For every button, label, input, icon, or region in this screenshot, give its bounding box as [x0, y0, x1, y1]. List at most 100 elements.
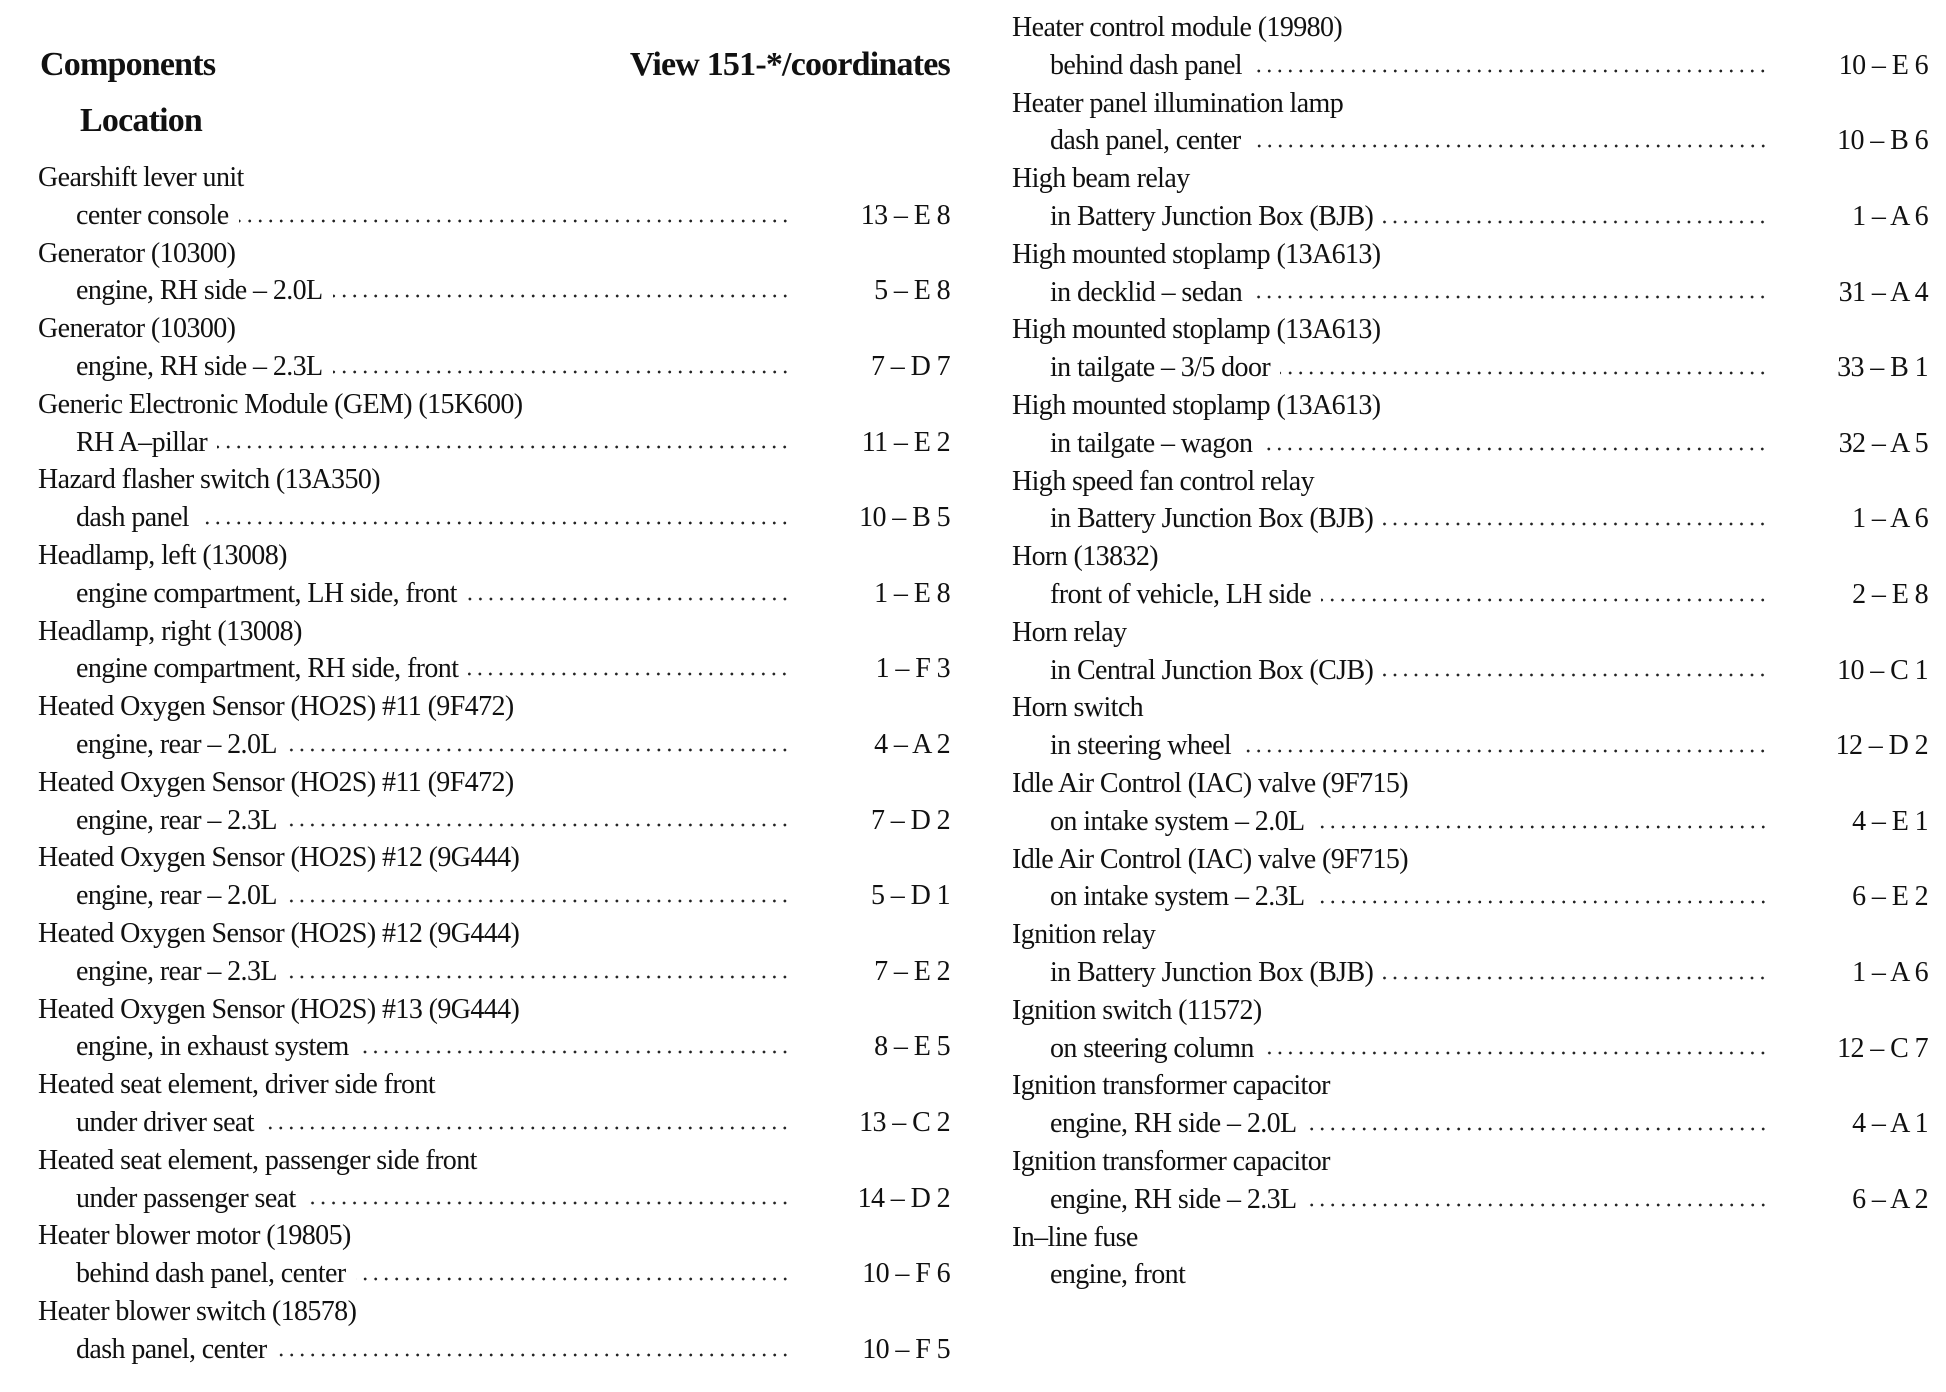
dot-leader — [332, 294, 790, 299]
component-entry: Heater control module (19980) behind dash… — [1012, 9, 1929, 85]
dot-leader — [1263, 1051, 1768, 1056]
component-entry: Idle Air Control (IAC) valve (9F715) on i… — [1012, 765, 1929, 841]
component-location: engine, rear – 2.0L — [76, 880, 277, 912]
view-coordinates: 7 – E 2 — [874, 955, 951, 987]
component-location: engine compartment, RH side, front — [76, 653, 459, 685]
component-entry: High mounted stoplamp (13A613) in decklid… — [1012, 236, 1929, 312]
component-location: engine, rear – 2.3L — [76, 955, 277, 987]
component-entry: Gearshift lever unit center console 13 – E… — [38, 159, 951, 235]
component-location-row: engine, front — [1012, 1256, 1928, 1294]
component-name: Generator (10300) — [38, 313, 236, 345]
component-location: in Battery Junction Box (BJB) — [1050, 503, 1374, 535]
view-coordinates: 11 – E 2 — [861, 426, 951, 458]
dot-leader — [263, 1125, 790, 1130]
component-location-row: under driver seat 13 – C 2 — [38, 1104, 951, 1142]
component-location-row: engine compartment, LH side, front 1 – E … — [38, 575, 951, 613]
view-coordinates: 10 – F 5 — [862, 1333, 950, 1365]
view-coordinates: 4 – A 1 — [1852, 1108, 1929, 1140]
component-location-row: on intake system – 2.0L 4 – E 1 — [1012, 803, 1929, 841]
dot-leader — [1251, 68, 1768, 73]
component-entry: Hazard flasher switch (13A350) dash panel… — [38, 461, 951, 537]
dot-leader — [286, 899, 790, 904]
component-location: engine, front — [1050, 1259, 1186, 1291]
component-location-row: behind dash panel 10 – E 6 — [1012, 47, 1929, 85]
component-location: in Central Junction Box (CJB) — [1050, 654, 1374, 686]
component-location: engine, RH side – 2.0L — [76, 275, 323, 307]
component-location-row: in steering wheel 12 – D 2 — [1012, 727, 1929, 765]
view-coordinates: 33 – B 1 — [1837, 352, 1928, 384]
dot-leader — [198, 521, 790, 526]
component-location-row: in Central Junction Box (CJB) 10 – C 1 — [1012, 652, 1929, 690]
view-coordinates: 10 – C 1 — [1837, 654, 1928, 686]
component-name: Heated Oxygen Sensor (HO2S) #13 (9G444) — [38, 993, 520, 1025]
component-location-row: under passenger seat 14 – D 2 — [38, 1180, 951, 1218]
component-entry: High mounted stoplamp (13A613) in tailgat… — [1012, 311, 1929, 387]
component-location-row: center console 13 – E 8 — [38, 197, 951, 235]
view-coordinates: 1 – A 6 — [1852, 956, 1929, 988]
component-location: behind dash panel — [1050, 49, 1243, 81]
component-entry: Ignition relay in Battery Junction Box (B… — [1012, 916, 1929, 992]
dot-leader — [1250, 144, 1768, 149]
view-coordinates: 5 – D 1 — [870, 880, 951, 912]
component-location: under driver seat — [76, 1106, 255, 1138]
component-name: Heated Oxygen Sensor (HO2S) #12 (9G444) — [38, 842, 520, 874]
component-entry: Heater blower motor (19805) behind dash p… — [38, 1217, 951, 1293]
component-name: Horn relay — [1012, 616, 1127, 648]
dot-leader — [286, 823, 790, 828]
component-location-row: on steering column 12 – C 7 — [1012, 1030, 1929, 1068]
component-entry: Ignition transformer capacitor engine, RH… — [1012, 1143, 1929, 1219]
component-entry: Heated seat element, passenger side fron… — [38, 1142, 951, 1218]
component-entry: High speed fan control relay in Battery J… — [1012, 463, 1929, 539]
dot-leader — [1314, 824, 1768, 829]
component-name: Generic Electronic Module (GEM) (15K600) — [38, 388, 523, 420]
view-coordinates: 12 – C 7 — [1837, 1032, 1928, 1064]
component-location: engine, rear – 2.0L — [76, 728, 277, 760]
dot-leader — [217, 445, 790, 450]
component-location-row: engine, RH side – 2.3L 7 – D 7 — [38, 348, 951, 386]
view-coordinates: 32 – A 5 — [1838, 427, 1929, 459]
component-location-row: in Battery Junction Box (BJB) 1 – A 6 — [1012, 198, 1929, 236]
component-name: Heater control module (19980) — [1012, 12, 1343, 43]
dot-leader — [1383, 975, 1768, 980]
view-coordinates: 1 – A 6 — [1852, 503, 1929, 535]
component-location: in decklid – sedan — [1050, 276, 1243, 308]
dot-leader — [1383, 522, 1768, 527]
view-coordinates: 31 – A 4 — [1838, 276, 1929, 308]
component-entry: Horn relay in Central Junction Box (CJB) 1… — [1012, 614, 1929, 690]
component-name: Horn switch — [1012, 692, 1144, 724]
component-location-row: in tailgate – wagon 32 – A 5 — [1012, 425, 1929, 463]
component-location: engine, in exhaust system — [76, 1031, 349, 1063]
component-name: Heated seat element, driver side front — [38, 1069, 436, 1101]
component-location: behind dash panel, center — [76, 1258, 346, 1290]
component-name: Ignition transformer capacitor — [1012, 1070, 1330, 1102]
component-location-row: engine, RH side – 2.0L 5 – E 8 — [38, 272, 951, 310]
component-entry: Ignition transformer capacitor engine, RH… — [1012, 1067, 1929, 1143]
dot-leader — [1383, 219, 1768, 224]
component-location-row: front of vehicle, LH side 2 – E 8 — [1012, 576, 1929, 614]
view-coordinates: 4 – A 2 — [874, 728, 951, 760]
component-entry: Horn switch in steering wheel 12 – D 2 — [1012, 689, 1929, 765]
right-column: Heater control module (19980) behind dash… — [1012, 9, 1929, 1294]
view-coordinates: 6 – A 2 — [1852, 1183, 1929, 1215]
component-name: Ignition transformer capacitor — [1012, 1145, 1330, 1177]
dot-leader — [1314, 900, 1768, 905]
component-location-row: engine, RH side – 2.3L 6 – A 2 — [1012, 1181, 1929, 1219]
component-name: High beam relay — [1012, 163, 1190, 195]
component-location: engine, RH side – 2.0L — [1050, 1108, 1297, 1140]
component-location: on intake system – 2.0L — [1050, 805, 1305, 837]
component-location-row: engine compartment, RH side, front 1 – F … — [38, 650, 951, 688]
components-heading: Components — [40, 46, 216, 83]
component-location-row: in Battery Junction Box (BJB) 1 – A 6 — [1012, 500, 1929, 538]
component-location-row: engine, rear – 2.0L 5 – D 1 — [38, 877, 951, 915]
dot-leader — [355, 1277, 790, 1281]
component-location-row: dash panel, center 10 – B 6 — [1012, 122, 1929, 160]
component-location: on steering column — [1050, 1032, 1254, 1064]
component-entry: Headlamp, left (13008) engine compartment… — [38, 537, 951, 613]
dot-leader — [305, 1201, 790, 1206]
component-name: Gearshift lever unit — [38, 162, 244, 193]
component-location: in Battery Junction Box (BJB) — [1050, 956, 1374, 988]
component-name: Heated Oxygen Sensor (HO2S) #11 (9F472) — [38, 691, 514, 723]
dot-leader — [1241, 749, 1768, 754]
dot-leader — [286, 747, 790, 752]
view-coordinates: 10 – F 6 — [862, 1258, 950, 1290]
